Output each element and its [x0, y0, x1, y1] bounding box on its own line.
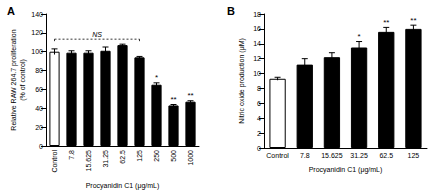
svg-text:62.5: 62.5	[379, 152, 393, 159]
svg-text:0: 0	[257, 145, 261, 152]
svg-text:2: 2	[257, 130, 261, 137]
svg-text:*: *	[155, 73, 158, 82]
svg-text:7.8: 7.8	[300, 152, 310, 159]
svg-text:60: 60	[35, 86, 43, 93]
svg-text:4: 4	[257, 115, 261, 122]
svg-text:8: 8	[257, 85, 261, 92]
svg-text:Nitric oxide production (μM): Nitric oxide production (μM)	[238, 38, 246, 124]
svg-text:100: 100	[31, 48, 43, 55]
svg-text:0: 0	[39, 143, 43, 150]
svg-text:125: 125	[408, 152, 420, 159]
svg-text:(% of control): (% of control)	[19, 59, 27, 101]
svg-text:Relative RAW 264.7 proliferati: Relative RAW 264.7 proliferation	[10, 29, 18, 130]
svg-text:*: *	[358, 32, 361, 41]
svg-text:6: 6	[257, 100, 261, 107]
svg-text:NS: NS	[92, 31, 102, 38]
svg-text:A: A	[7, 5, 15, 17]
svg-text:120: 120	[31, 29, 43, 36]
svg-text:**: **	[383, 18, 389, 27]
svg-text:**: **	[187, 91, 193, 100]
svg-text:7.8: 7.8	[68, 150, 75, 160]
svg-text:40: 40	[35, 105, 43, 112]
svg-text:**: **	[410, 16, 416, 25]
svg-text:20: 20	[35, 124, 43, 131]
svg-text:Control: Control	[51, 150, 58, 173]
svg-text:10: 10	[253, 70, 261, 77]
svg-text:80: 80	[35, 67, 43, 74]
svg-text:**: **	[170, 95, 176, 104]
svg-text:500: 500	[170, 150, 177, 162]
svg-text:16: 16	[253, 25, 261, 32]
svg-text:Control: Control	[266, 152, 289, 159]
svg-text:12: 12	[253, 55, 261, 62]
svg-text:125: 125	[136, 150, 143, 162]
svg-text:B: B	[227, 5, 235, 17]
svg-text:250: 250	[153, 150, 160, 162]
svg-text:31.25: 31.25	[350, 152, 368, 159]
svg-text:15.625: 15.625	[85, 150, 92, 172]
svg-text:31.25: 31.25	[102, 150, 109, 168]
svg-text:14: 14	[253, 40, 261, 47]
svg-text:18: 18	[253, 11, 261, 18]
svg-text:Procyanidin C1 (μg/mL): Procyanidin C1 (μg/mL)	[86, 182, 160, 190]
svg-text:Procyanidin C1 (μg/mL): Procyanidin C1 (μg/mL)	[309, 166, 383, 174]
svg-text:1000: 1000	[187, 150, 194, 166]
svg-text:15.625: 15.625	[321, 152, 343, 159]
svg-text:140: 140	[31, 11, 43, 18]
svg-text:62.5: 62.5	[119, 150, 126, 164]
